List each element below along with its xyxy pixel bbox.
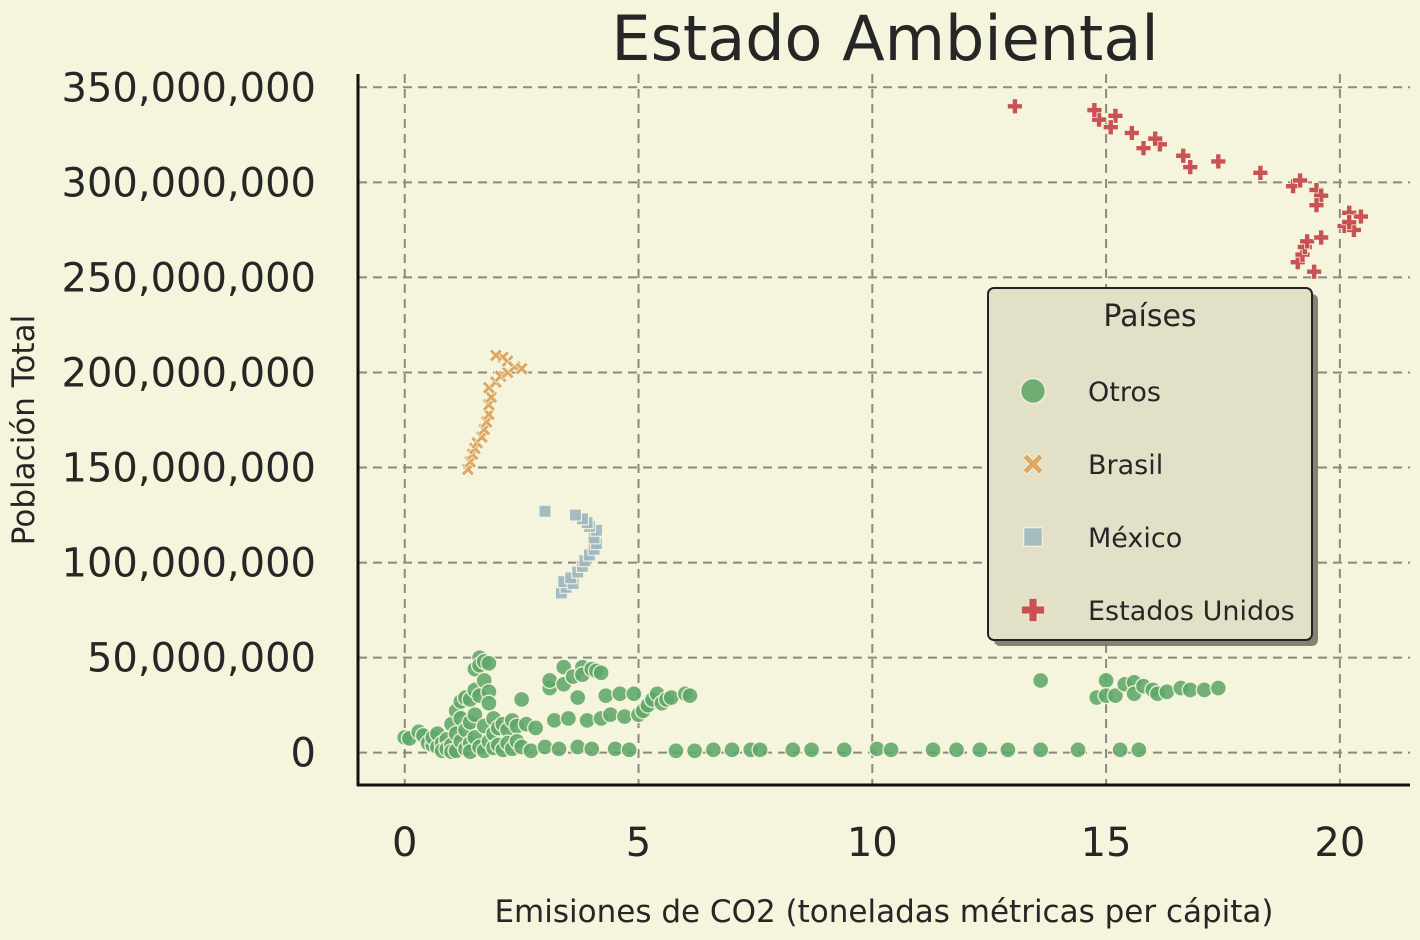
data-point-otros bbox=[751, 741, 769, 759]
y-tick-label: 100,000,000 bbox=[62, 541, 316, 587]
data-point-otros bbox=[704, 741, 723, 759]
data-point-otros bbox=[620, 741, 638, 759]
legend-marker-mexico bbox=[1023, 527, 1043, 547]
data-point-otros bbox=[1106, 686, 1125, 705]
data-point-estados-unidos bbox=[1313, 229, 1330, 246]
y-tick-label: 300,000,000 bbox=[62, 160, 316, 206]
data-point-estados-unidos bbox=[1007, 98, 1023, 115]
y-axis-label: Población Total bbox=[6, 315, 42, 545]
data-point-otros bbox=[550, 740, 568, 758]
y-tick-label: 0 bbox=[291, 731, 316, 777]
data-point-otros bbox=[526, 719, 545, 737]
legend-label: Estados Unidos bbox=[1088, 596, 1295, 627]
data-point-estados-unidos bbox=[1107, 107, 1124, 124]
data-point-otros bbox=[512, 690, 531, 709]
series-otros bbox=[396, 648, 1228, 761]
chart-title: Estado Ambiental bbox=[611, 2, 1158, 75]
data-point-estados-unidos bbox=[1135, 140, 1152, 157]
data-point-mexico bbox=[538, 504, 552, 518]
data-point-otros bbox=[835, 741, 853, 759]
y-tick-label: 250,000,000 bbox=[62, 255, 316, 301]
data-point-estados-unidos bbox=[1175, 147, 1192, 164]
data-point-estados-unidos bbox=[1252, 164, 1269, 181]
x-tick-label: 15 bbox=[1081, 820, 1132, 866]
data-point-estados-unidos bbox=[1353, 208, 1369, 225]
x-axis-ticks: 0 5 10 15 20 bbox=[392, 820, 1365, 866]
data-point-otros bbox=[1097, 671, 1115, 690]
series-mexico bbox=[538, 504, 604, 600]
data-point-otros bbox=[681, 686, 699, 705]
data-point-otros bbox=[569, 688, 587, 707]
data-point-estados-unidos bbox=[1306, 263, 1323, 280]
data-point-estados-unidos bbox=[1086, 102, 1103, 119]
data-point-brasil bbox=[488, 348, 503, 363]
data-point-otros bbox=[723, 741, 741, 759]
data-point-otros bbox=[947, 741, 966, 759]
data-point-otros bbox=[802, 741, 821, 759]
data-point-otros bbox=[1209, 679, 1228, 697]
legend-item-mexico: México bbox=[1023, 523, 1182, 554]
data-point-brasil bbox=[484, 390, 499, 405]
x-axis-label: Emisiones de CO2 (toneladas métricas per… bbox=[494, 894, 1273, 930]
data-point-estados-unidos bbox=[1341, 214, 1358, 231]
legend-label: Brasil bbox=[1088, 450, 1163, 481]
data-point-estados-unidos bbox=[1299, 233, 1316, 250]
data-point-otros bbox=[1111, 741, 1129, 759]
data-point-otros bbox=[685, 742, 704, 760]
data-point-otros bbox=[559, 709, 578, 728]
legend-item-brasil: Brasil bbox=[1022, 450, 1163, 481]
legend-marker-estados-unidos bbox=[1020, 597, 1046, 623]
data-point-estados-unidos bbox=[1123, 125, 1140, 141]
data-point-estados-unidos bbox=[1102, 119, 1119, 136]
data-point-estados-unidos bbox=[1285, 178, 1302, 195]
legend-item-estados-unidos: Estados Unidos bbox=[1020, 596, 1295, 627]
data-point-otros bbox=[999, 741, 1017, 759]
legend: Países Otros Brasil México Estados Unidos bbox=[987, 287, 1318, 646]
legend-title: Países bbox=[1103, 299, 1196, 334]
data-point-otros bbox=[480, 694, 498, 712]
data-point-estados-unidos bbox=[1308, 197, 1325, 214]
data-point-otros bbox=[480, 654, 498, 673]
data-point-otros bbox=[625, 685, 643, 703]
data-point-brasil bbox=[514, 361, 529, 376]
legend-marker-otros bbox=[1019, 377, 1047, 405]
data-point-estados-unidos bbox=[1210, 153, 1227, 170]
data-point-otros bbox=[592, 664, 610, 682]
legend-label: México bbox=[1088, 523, 1182, 554]
data-point-otros bbox=[784, 741, 802, 759]
data-points bbox=[396, 98, 1369, 761]
data-point-otros bbox=[924, 741, 942, 759]
data-point-brasil bbox=[493, 369, 508, 384]
y-tick-label: 200,000,000 bbox=[62, 350, 316, 396]
x-tick-label: 10 bbox=[847, 820, 898, 866]
data-point-estados-unidos bbox=[1182, 159, 1199, 176]
data-point-otros bbox=[466, 705, 484, 724]
y-tick-label: 350,000,000 bbox=[62, 65, 316, 111]
y-tick-label: 50,000,000 bbox=[87, 636, 316, 682]
data-point-estados-unidos bbox=[1147, 130, 1164, 147]
x-tick-label: 0 bbox=[392, 820, 417, 866]
legend-item-otros: Otros bbox=[1019, 377, 1161, 408]
data-point-otros bbox=[1130, 741, 1148, 759]
y-axis-ticks: 0 50,000,000 100,000,000 150,000,000 200,000… bbox=[62, 65, 316, 776]
data-point-otros bbox=[882, 741, 900, 759]
legend-box bbox=[987, 287, 1313, 641]
x-tick-label: 20 bbox=[1314, 820, 1365, 866]
series-estados-unidos bbox=[1007, 98, 1369, 280]
y-tick-label: 150,000,000 bbox=[62, 446, 316, 492]
x-tick-label: 5 bbox=[626, 820, 651, 866]
data-point-mexico bbox=[568, 508, 583, 522]
data-point-otros bbox=[583, 740, 601, 758]
data-point-otros bbox=[1031, 671, 1050, 690]
series-brasil bbox=[460, 348, 529, 477]
data-point-otros bbox=[667, 742, 685, 760]
data-point-estados-unidos bbox=[1292, 172, 1309, 189]
data-point-otros bbox=[1031, 741, 1050, 759]
legend-marker-brasil bbox=[1022, 453, 1044, 475]
legend-label: Otros bbox=[1088, 377, 1161, 408]
data-point-otros bbox=[971, 741, 989, 759]
data-point-otros bbox=[1069, 741, 1087, 759]
